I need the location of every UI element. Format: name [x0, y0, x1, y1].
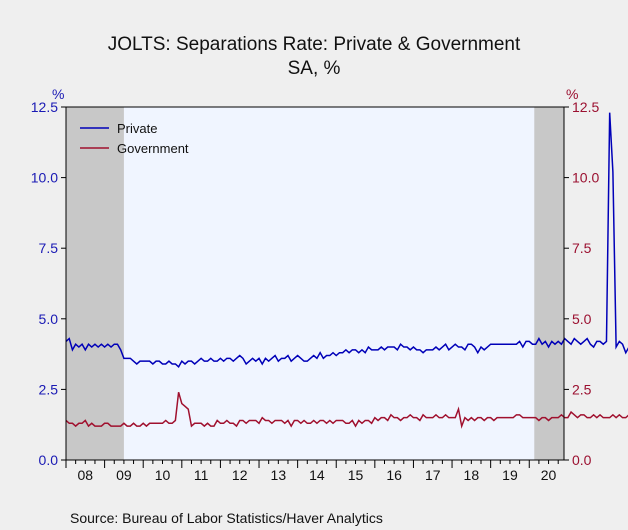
x-tick-label: 16: [386, 467, 402, 483]
plot-background: [66, 107, 564, 460]
y-tick-label-right: 12.5: [572, 99, 599, 115]
x-tick-label: 11: [194, 467, 209, 483]
plot-area: [65, 106, 628, 461]
x-tick-label: 12: [232, 467, 248, 483]
x-tick-label: 20: [541, 467, 557, 483]
x-tick-label: 14: [309, 467, 325, 483]
y-tick-label-left: 12.5: [31, 99, 58, 115]
y-tick-label-right: 7.5: [572, 240, 592, 256]
recession-band-1: [534, 107, 564, 460]
y-tick-label-left: 10.0: [31, 170, 58, 186]
y-tick-label-left: 2.5: [39, 381, 59, 397]
x-tick-label: 13: [271, 467, 287, 483]
y-tick-label-right: 5.0: [572, 311, 592, 327]
series-line-private: [65, 112, 628, 368]
legend-label-government: Government: [117, 141, 189, 156]
x-tick-label: 18: [464, 467, 480, 483]
y-tick-label-right: 10.0: [572, 170, 599, 186]
x-tick-label: 10: [155, 467, 171, 483]
y-axis-right-label: %: [566, 86, 578, 102]
x-tick-label: 08: [78, 467, 94, 483]
legend-label-private: Private: [117, 121, 157, 136]
y-tick-label-left: 7.5: [39, 240, 59, 256]
x-tick-label: 09: [116, 467, 132, 483]
source-note: Source: Bureau of Labor Statistics/Haver…: [70, 510, 383, 526]
y-axis-left-label: %: [52, 86, 64, 102]
legend: Private Government: [80, 121, 189, 156]
chart-title: JOLTS: Separations Rate: Private & Gover…: [108, 34, 521, 55]
recession-band-0: [66, 107, 124, 460]
x-tick-label: 15: [348, 467, 364, 483]
y-tick-label-left: 5.0: [39, 311, 59, 327]
y-tick-label-right: 2.5: [572, 381, 592, 397]
x-tick-label: 19: [502, 467, 518, 483]
chart-subtitle: SA, %: [288, 58, 341, 79]
y-tick-label-left: 0.0: [39, 452, 59, 468]
x-tick-label: 17: [425, 467, 441, 483]
series-line-government: [65, 392, 628, 429]
plot-frame: [65, 106, 565, 461]
y-tick-label-right: 0.0: [572, 452, 592, 468]
